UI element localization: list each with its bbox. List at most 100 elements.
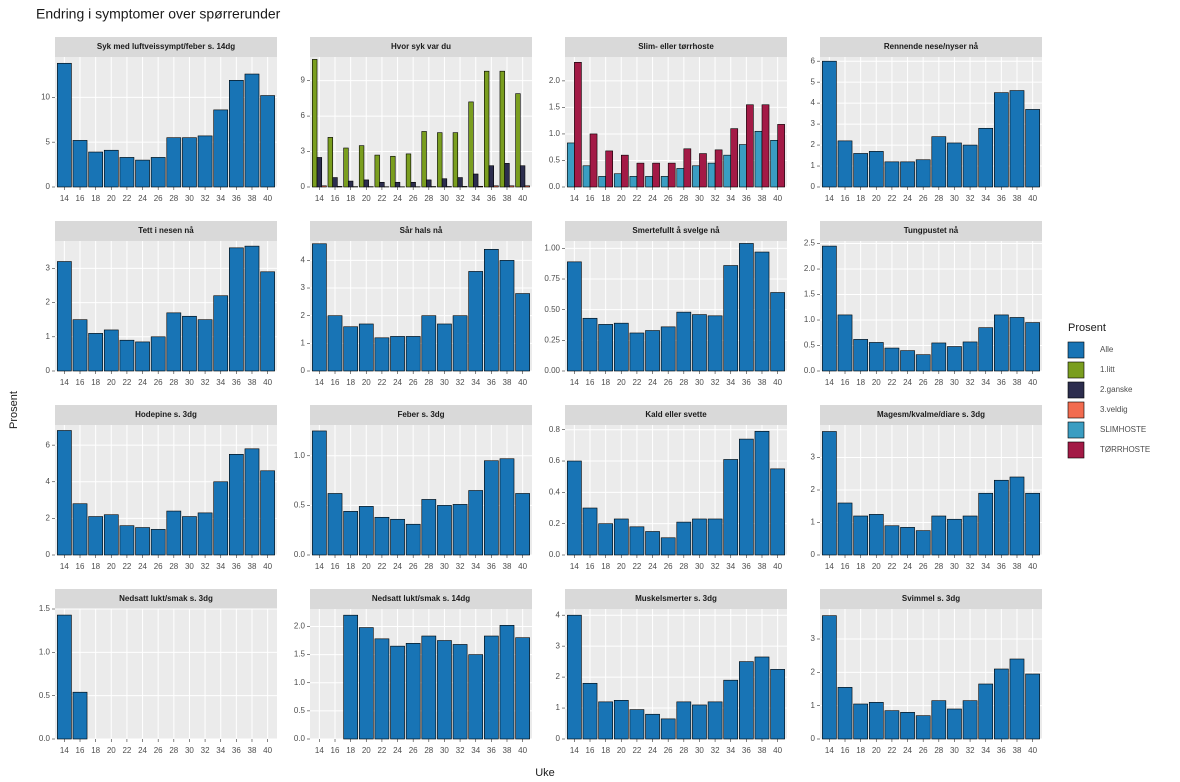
strip: [55, 221, 277, 241]
bar: [582, 507, 598, 556]
x-tick-label: 26: [919, 562, 928, 571]
x-tick-label: 16: [841, 746, 850, 755]
bar: [358, 506, 374, 556]
x-tick-label: 20: [362, 562, 371, 571]
bar: [1025, 322, 1040, 372]
x-tick-label: 36: [487, 562, 496, 571]
legend-label: 3.veldig: [1100, 405, 1128, 414]
x-tick-label: 18: [346, 562, 355, 571]
bar: [676, 311, 692, 372]
panel-bg: [55, 241, 277, 371]
y-tick-label: 1.00: [544, 243, 560, 252]
y-tick-label: 3: [301, 147, 306, 156]
y-tick-label: 0.25: [544, 335, 560, 344]
x-tick-label: 36: [742, 194, 751, 203]
bar: [707, 518, 723, 556]
bar: [853, 339, 868, 372]
x-tick-label: 26: [409, 746, 418, 755]
bar: [410, 181, 416, 188]
x-tick-label: 26: [664, 562, 673, 571]
x-tick-label: 22: [632, 378, 641, 387]
x-tick-label: 24: [648, 746, 657, 755]
panel-title: Nedsatt lukt/smak s. 14dg: [372, 594, 470, 603]
strip: [310, 405, 532, 425]
x-tick-label: 30: [185, 378, 194, 387]
bar: [229, 247, 244, 372]
bar: [103, 149, 119, 188]
bar: [213, 109, 229, 188]
strip: [565, 37, 787, 57]
bar: [452, 132, 459, 188]
bar: [931, 136, 947, 188]
bar: [166, 510, 182, 556]
x-tick-label: 32: [711, 194, 720, 203]
x-tick-label: 40: [263, 746, 272, 755]
y-tick-label: 0: [46, 366, 51, 375]
y-tick-label: 1.0: [804, 315, 816, 324]
bar: [72, 691, 88, 740]
bar: [629, 176, 638, 188]
x-tick-label: 30: [950, 378, 959, 387]
x-tick-label: 36: [997, 562, 1006, 571]
x-tick-label: 34: [726, 378, 735, 387]
x-tick-label: 34: [216, 378, 225, 387]
x-tick-label: 18: [91, 378, 100, 387]
bar: [1025, 109, 1040, 188]
bar: [770, 292, 785, 372]
x-tick-label: 34: [726, 746, 735, 755]
strip: [565, 405, 787, 425]
y-tick-label: 3: [46, 263, 51, 272]
x-tick-label: 14: [570, 194, 579, 203]
y-tick-label: 5: [46, 137, 51, 146]
x-tick-label: 14: [825, 746, 834, 755]
y-tick-label: 1: [301, 338, 306, 347]
bar: [405, 336, 421, 372]
x-tick-label: 30: [950, 194, 959, 203]
x-tick-label: 26: [664, 746, 673, 755]
panel-bg: [55, 57, 277, 187]
bar: [312, 430, 327, 556]
x-tick-label: 16: [76, 562, 85, 571]
y-tick-label: 2: [811, 485, 816, 494]
bar: [103, 514, 119, 556]
x-tick-label: 38: [503, 378, 512, 387]
x-tick-label: 18: [601, 562, 610, 571]
x-tick-label: 28: [424, 194, 433, 203]
x-tick-label: 18: [346, 746, 355, 755]
bar: [394, 181, 401, 188]
x-tick-label: 20: [107, 746, 116, 755]
bar: [770, 140, 778, 188]
bar: [327, 493, 343, 556]
bar: [509, 185, 515, 188]
bar: [182, 516, 197, 556]
bar: [947, 346, 962, 372]
bar: [723, 154, 732, 188]
panel-title: Feber s. 3dg: [397, 410, 444, 419]
bar: [636, 162, 645, 188]
y-tick-label: 1: [556, 703, 561, 712]
x-tick-label: 36: [742, 378, 751, 387]
bar: [405, 643, 421, 740]
bar: [499, 458, 515, 556]
x-tick-label: 28: [679, 746, 688, 755]
y-tick-label: 1.0: [39, 647, 51, 656]
x-tick-label: 24: [393, 746, 402, 755]
panel-bg: [565, 425, 787, 555]
y-tick-label: 2: [46, 298, 51, 307]
x-tick-label: 18: [856, 194, 865, 203]
bar: [379, 181, 385, 188]
panel-title: Hvor syk var du: [391, 42, 451, 51]
x-tick-label: 38: [758, 746, 767, 755]
bar: [1025, 673, 1040, 740]
y-tick-label: 0.6: [549, 456, 561, 465]
x-tick-label: 28: [934, 378, 943, 387]
x-tick-label: 40: [773, 194, 782, 203]
bar: [135, 527, 150, 556]
bar: [915, 715, 931, 740]
x-tick-label: 20: [107, 378, 116, 387]
x-tick-label: 26: [919, 194, 928, 203]
bar: [499, 625, 515, 740]
y-tick-label: 0: [46, 182, 51, 191]
bar: [962, 144, 978, 188]
x-tick-label: 34: [471, 378, 480, 387]
